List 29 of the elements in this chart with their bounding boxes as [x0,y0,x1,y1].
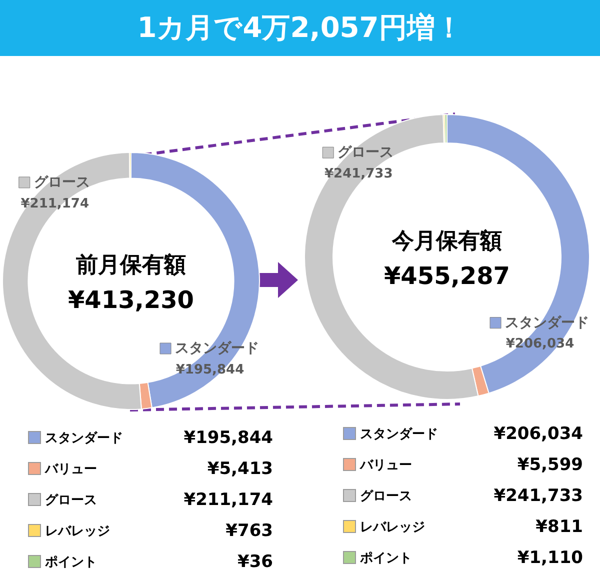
text: 今月保有額 [390,228,503,256]
data-label: ¥763 [224,520,273,540]
data-label: ¥36 [236,552,273,572]
data-label: ¥5,599 [516,454,583,474]
text: 前月保有額 [75,252,187,280]
text: ¥211,174 [184,490,273,510]
category-label: グロース [45,492,97,508]
data-label: ¥811 [534,516,583,536]
text: ¥206,034 [494,424,583,444]
category-label: グロース [360,488,412,504]
text: ¥455,287 [382,261,511,292]
legend-label: レバレッジ [45,522,111,540]
data-label: ¥1,110 [516,548,583,568]
legend-label: ポイント [360,550,413,566]
data-label: ¥5,413 [206,458,273,478]
text: ¥195,844 [184,428,273,448]
legend-label: グロース [34,174,90,191]
legend-label: レバレッジ [360,518,426,536]
legend-label: バリュー [45,460,98,478]
text: ¥241,733 [494,486,583,506]
chart-title: 1カ月で4万2,057円増！ [0,0,600,56]
text: ¥413,230 [66,285,195,316]
category-label: スタンダード [360,426,438,442]
data-label: ¥241,733 [324,166,393,182]
legend-label: グロース [338,144,394,161]
legend-label: バリュー [360,456,413,474]
category-label: スタンダード [45,430,123,446]
legend-label: ポイント [45,554,98,570]
data-label: ¥211,174 [20,196,89,212]
